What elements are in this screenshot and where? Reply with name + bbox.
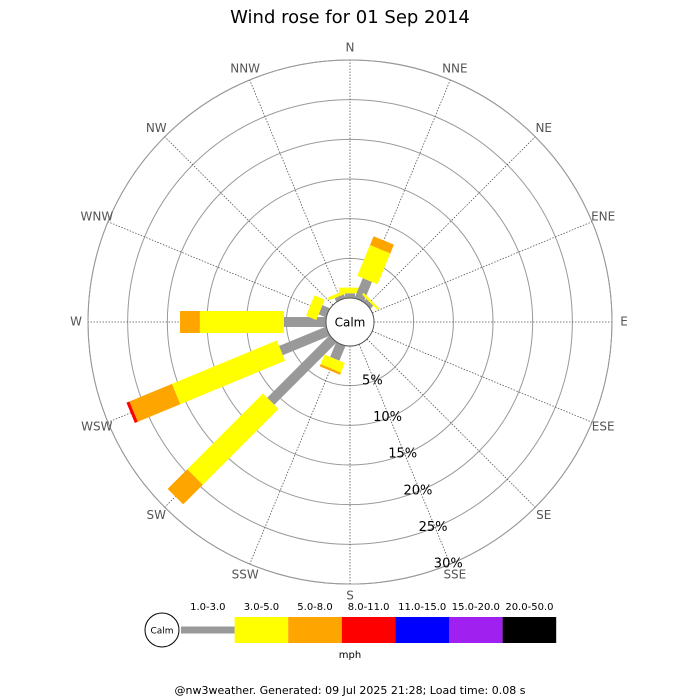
direction-label: N [346, 41, 355, 55]
wind-bar [330, 342, 346, 361]
wind-bar [306, 295, 325, 320]
legend-title: mph [339, 650, 361, 661]
legend-label: 11.0-15.0 [398, 602, 446, 613]
wind-bar [283, 317, 326, 327]
direction-label: SE [536, 508, 551, 522]
legend-calm-circle [144, 612, 180, 648]
legend-label: 3.0-5.0 [244, 602, 279, 613]
legend-swatch [181, 626, 235, 634]
direction-label: WNW [80, 210, 113, 224]
legend-swatch [341, 617, 396, 643]
ring [166, 138, 534, 506]
wind-bar [199, 311, 284, 333]
wind-bar [129, 383, 181, 422]
wind-bar [345, 293, 355, 298]
wind-bar [180, 311, 200, 333]
legend-label: 20.0-50.0 [505, 602, 553, 613]
direction-label: SSE [443, 568, 466, 582]
wind-bar [319, 364, 341, 375]
wind-bar [267, 335, 337, 405]
wind-bar [369, 236, 394, 254]
wind-bar [171, 340, 286, 405]
wind-bar [357, 245, 391, 285]
spoke [249, 79, 342, 300]
legend-label: 8.0-11.0 [348, 602, 390, 613]
spoke [372, 221, 593, 314]
spoke [107, 221, 328, 314]
legend-calm-label: Calm [150, 627, 173, 637]
direction-label: SSW [232, 568, 259, 582]
chart-title: Wind rose for 01 Sep 2014 [230, 7, 470, 28]
wind-bar [126, 401, 138, 424]
legend-swatch [395, 617, 449, 643]
ring-label: 5% [362, 373, 383, 388]
wind-bar [361, 292, 380, 311]
spoke [164, 136, 334, 306]
legend-swatch [449, 617, 503, 643]
spoke [366, 338, 536, 508]
direction-label: NNE [442, 61, 468, 75]
wind-bar [279, 326, 330, 356]
legend-label: 5.0-8.0 [297, 602, 332, 613]
direction-label: NE [535, 121, 552, 135]
wind-bar [167, 469, 203, 505]
wind-bar [187, 393, 279, 485]
calm-circle [325, 297, 375, 347]
legend-label: 15.0-20.0 [452, 602, 500, 613]
legend-swatch [288, 617, 342, 643]
legend-label: 1.0-3.0 [190, 602, 225, 613]
direction-label: SW [147, 508, 167, 522]
direction-label: E [620, 315, 628, 329]
ring-label: 15% [388, 447, 417, 462]
ring-label: 10% [373, 410, 402, 425]
wind-bar [363, 298, 374, 309]
direction-label: ENE [591, 210, 615, 224]
direction-label: S [346, 589, 354, 603]
direction-label: W [70, 315, 82, 329]
ring-label: 25% [419, 520, 448, 535]
ring-label: 30% [434, 557, 463, 572]
spoke [372, 330, 593, 423]
wind-bar [327, 289, 350, 301]
spoke [358, 344, 451, 565]
direction-label: NW [146, 121, 167, 135]
direction-label: WSW [81, 419, 112, 433]
legend-swatch [502, 617, 557, 643]
direction-label: NNW [230, 61, 260, 75]
spoke [249, 344, 342, 565]
direction-label: ESE [592, 419, 615, 433]
ring-label: 20% [403, 483, 432, 498]
calm-label: Calm [335, 316, 366, 330]
wind-bar [334, 294, 346, 302]
spoke [366, 136, 536, 306]
legend-swatch [234, 617, 289, 643]
footer: @nw3weather. Generated: 09 Jul 2025 21:2… [175, 684, 526, 697]
wind-bar [354, 278, 373, 302]
wind-bar [320, 354, 345, 373]
